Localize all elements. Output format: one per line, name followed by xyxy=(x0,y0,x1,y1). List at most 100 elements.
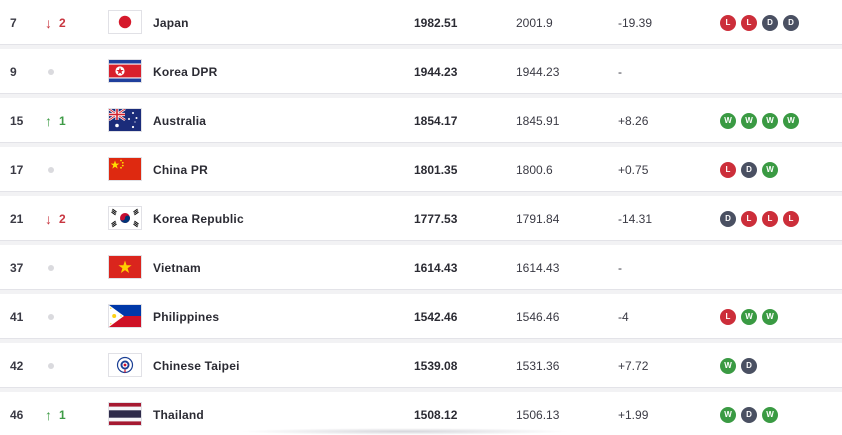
rank-cell: 37 xyxy=(10,260,24,275)
form-badge: L xyxy=(720,14,736,31)
previous-points: 1614.43 xyxy=(516,260,560,275)
rank-change xyxy=(45,245,90,290)
total-points: 1614.43 xyxy=(414,260,458,275)
rank-cell: 46 xyxy=(10,407,24,422)
total-points: 1777.53 xyxy=(414,211,458,226)
form-badge: D xyxy=(762,14,778,31)
arrow-up-icon: ↑ xyxy=(45,406,52,423)
korea-dpr-flag-icon xyxy=(108,59,142,83)
team-name[interactable]: China PR xyxy=(153,162,208,177)
form-badge: D xyxy=(741,357,757,374)
team-name[interactable]: Korea DPR xyxy=(153,64,218,79)
form-badge: W xyxy=(762,112,778,129)
form-badge: L xyxy=(720,161,736,178)
table-row[interactable]: 37 Vietnam 1614.43 1614.43 - xyxy=(0,245,842,290)
form-badge: W xyxy=(741,308,757,325)
form-badge: L xyxy=(741,210,757,227)
previous-points: 1845.91 xyxy=(516,113,560,128)
vietnam-flag-icon xyxy=(108,255,142,279)
points-diff: - xyxy=(618,64,622,79)
arrow-down-icon: ↓ xyxy=(45,210,52,227)
form-badge: W xyxy=(783,112,799,129)
total-points: 1854.17 xyxy=(414,113,458,128)
no-change-dot-icon xyxy=(48,362,54,369)
australia-flag-icon xyxy=(108,108,142,132)
previous-points: 1506.13 xyxy=(516,407,560,422)
recent-form: L D W xyxy=(720,147,840,192)
previous-points: 1800.6 xyxy=(516,162,553,177)
rank-cell: 9 xyxy=(10,64,17,79)
recent-form: L L D D xyxy=(720,0,840,45)
recent-form: W D W xyxy=(720,392,840,435)
rank-change xyxy=(45,147,90,192)
previous-points: 2001.9 xyxy=(516,15,553,30)
no-change-dot-icon xyxy=(48,313,54,320)
form-badge: W xyxy=(762,406,778,423)
rank-change xyxy=(45,294,90,339)
recent-form: W D xyxy=(720,343,840,388)
form-badge: W xyxy=(741,112,757,129)
form-badge: W xyxy=(720,406,736,423)
points-diff: +0.75 xyxy=(618,162,649,177)
points-diff: - xyxy=(618,260,622,275)
table-row[interactable]: 41 Philippines 1542.46 1546.46 -4 L W W xyxy=(0,294,842,339)
team-name[interactable]: Philippines xyxy=(153,309,220,324)
previous-points: 1791.84 xyxy=(516,211,560,226)
total-points: 1542.46 xyxy=(414,309,458,324)
table-row[interactable]: 42 Chinese Taipei 1539.08 1531.36 +7.72 … xyxy=(0,343,842,388)
points-diff: +8.26 xyxy=(618,113,649,128)
rank-change-value: 2 xyxy=(59,211,66,226)
rank-cell: 41 xyxy=(10,309,24,324)
total-points: 1508.12 xyxy=(414,407,458,422)
rank-cell: 21 xyxy=(10,211,24,226)
total-points: 1982.51 xyxy=(414,15,458,30)
total-points: 1539.08 xyxy=(414,358,458,373)
form-badge: W xyxy=(762,308,778,325)
rank-change: ↓ 2 xyxy=(45,196,90,241)
rank-change xyxy=(45,49,90,94)
rank-cell: 15 xyxy=(10,113,24,128)
rank-cell: 17 xyxy=(10,162,24,177)
table-row[interactable]: 9 Korea DPR 1944.23 1944.23 - xyxy=(0,49,842,94)
team-name[interactable]: Japan xyxy=(153,15,189,30)
rank-change xyxy=(45,343,90,388)
points-diff: -4 xyxy=(618,309,629,324)
team-name[interactable]: Vietnam xyxy=(153,260,201,275)
form-badge: D xyxy=(741,161,757,178)
rank-change: ↑ 1 xyxy=(45,392,90,435)
no-change-dot-icon xyxy=(48,264,54,271)
rank-change-value: 2 xyxy=(59,15,66,30)
table-row[interactable]: 21 ↓ 2 xyxy=(0,196,842,241)
no-change-dot-icon xyxy=(48,166,54,173)
points-diff: -14.31 xyxy=(618,211,653,226)
recent-form: D L L L xyxy=(720,196,840,241)
korea-republic-flag-icon xyxy=(108,206,142,230)
table-row[interactable]: 46 ↑ 1 Thailand 1508.12 1506.13 +1.99 W … xyxy=(0,392,842,435)
no-change-dot-icon xyxy=(48,68,54,75)
rank-cell: 7 xyxy=(10,15,17,30)
team-name[interactable]: Thailand xyxy=(153,407,204,422)
recent-form xyxy=(720,245,840,290)
form-badge: L xyxy=(783,210,799,227)
form-badge: W xyxy=(720,112,736,129)
china-flag-icon xyxy=(108,157,142,181)
table-row[interactable]: 17 China PR 1801.35 1800.6 +0.75 L D W xyxy=(0,147,842,192)
form-badge: W xyxy=(720,357,736,374)
chinese-taipei-flag-icon xyxy=(108,353,142,377)
points-diff: -19.39 xyxy=(618,15,653,30)
team-name[interactable]: Chinese Taipei xyxy=(153,358,240,373)
table-row[interactable]: 15 ↑ 1 xyxy=(0,98,842,143)
points-diff: +7.72 xyxy=(618,358,649,373)
form-badge: L xyxy=(741,14,757,31)
table-row[interactable]: 7 ↓ 2 Japan 1982.51 2001.9 -19.39 L L D … xyxy=(0,0,842,45)
scroll-shadow xyxy=(240,428,570,435)
previous-points: 1944.23 xyxy=(516,64,560,79)
form-badge: W xyxy=(762,161,778,178)
team-name[interactable]: Australia xyxy=(153,113,207,128)
arrow-down-icon: ↓ xyxy=(45,14,52,31)
rank-change: ↑ 1 xyxy=(45,98,90,143)
recent-form: W W W W xyxy=(720,98,840,143)
rank-change-value: 1 xyxy=(59,407,66,422)
team-name[interactable]: Korea Republic xyxy=(153,211,244,226)
